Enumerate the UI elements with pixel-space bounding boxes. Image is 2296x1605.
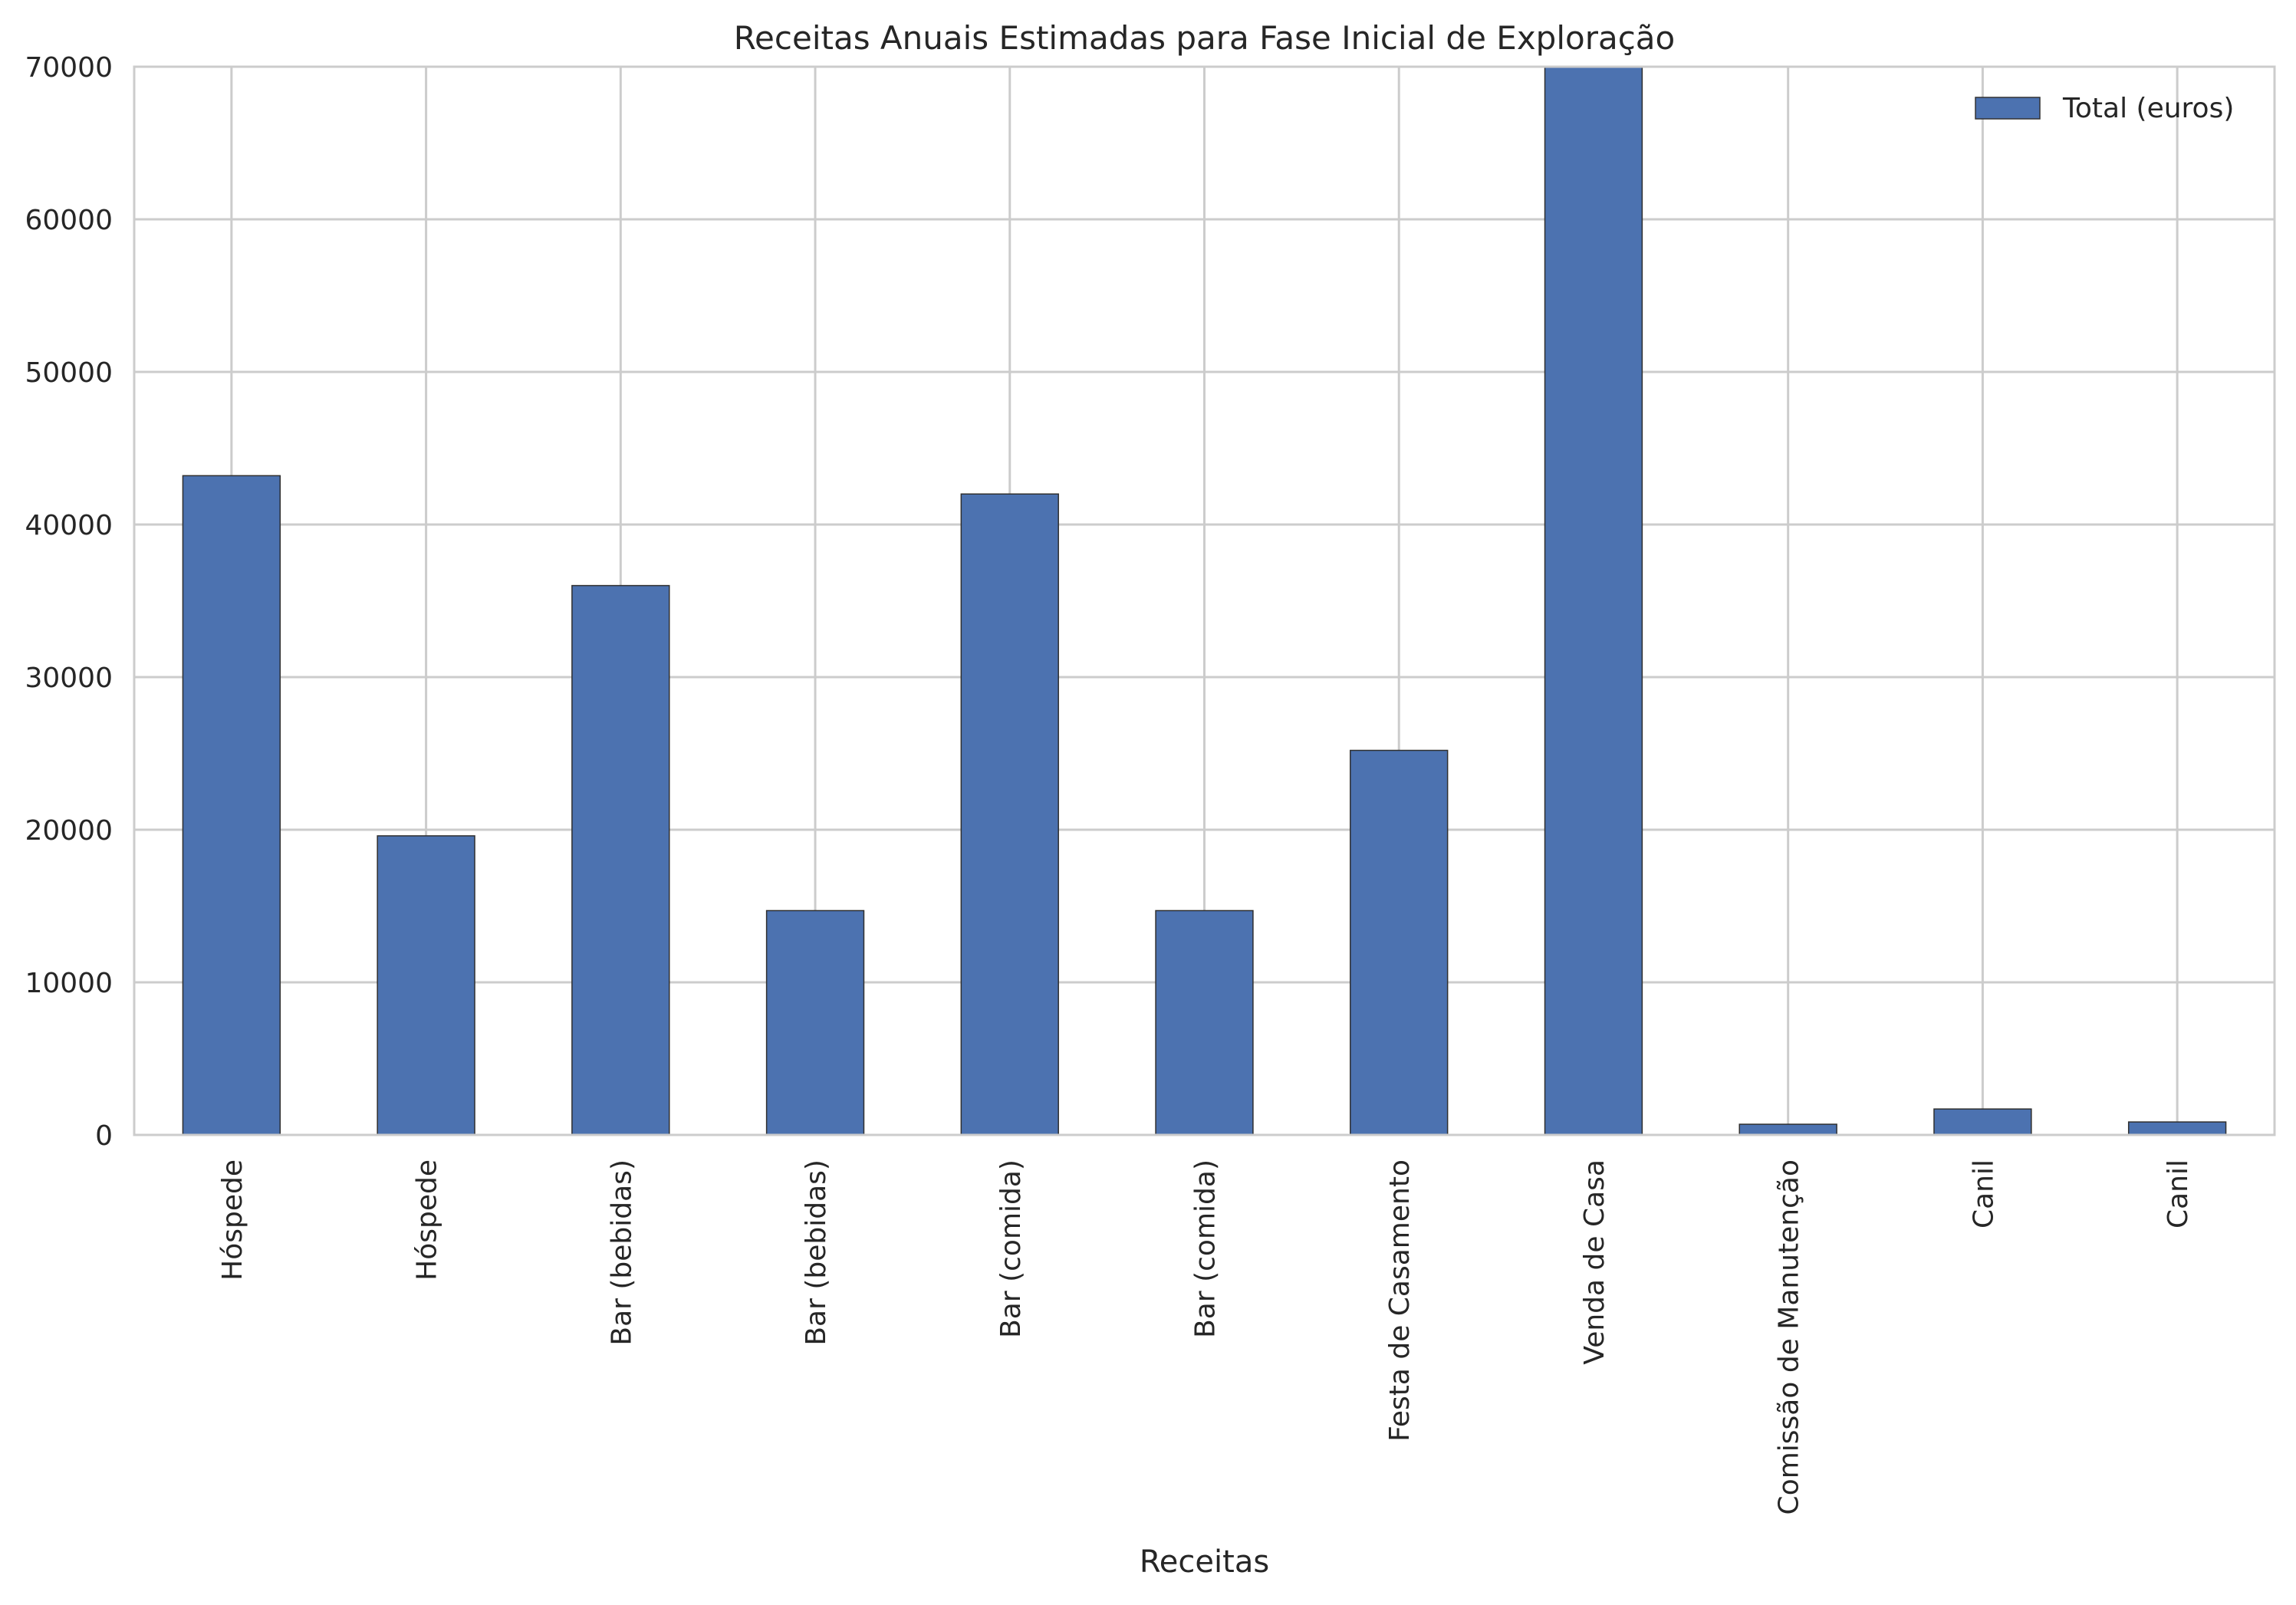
- y-tick-label: 40000: [25, 510, 113, 541]
- bar: [1350, 749, 1449, 1136]
- x-tick-label: Festa de Casamento: [1384, 1159, 1416, 1442]
- y-tick-label: 30000: [25, 663, 113, 694]
- legend: Total (euros): [1975, 93, 2234, 124]
- bar: [571, 584, 670, 1136]
- bars: [182, 66, 2227, 1136]
- y-tick-label: 70000: [25, 52, 113, 84]
- bar: [2127, 1121, 2227, 1136]
- x-tick-label: Bar (comida): [1190, 1159, 1222, 1338]
- bar: [960, 493, 1059, 1136]
- x-tick-label: Hóspede: [217, 1159, 248, 1281]
- x-tick-label: Canil: [2163, 1159, 2194, 1228]
- x-tick-label: Venda de Casa: [1579, 1159, 1610, 1365]
- bar: [1544, 66, 1643, 1136]
- x-tick-label: Comissão de Manutenção: [1774, 1159, 1805, 1515]
- x-axis-label: Receitas: [1140, 1544, 1269, 1580]
- y-tick-label: 50000: [25, 357, 113, 389]
- tick-labels: 0 10000 20000 30000 40000 50000 60000 70000 Hósp…: [25, 52, 2194, 1515]
- plot-frame: [133, 65, 2276, 1136]
- bar: [377, 835, 475, 1136]
- y-tick-label: 0: [95, 1120, 113, 1152]
- bar: [182, 475, 281, 1136]
- x-tick-label: Bar (comida): [995, 1159, 1027, 1338]
- bar: [1738, 1123, 1837, 1136]
- x-tick-label: Hóspede: [412, 1159, 443, 1281]
- bar: [1155, 909, 1254, 1136]
- x-tick-label: Bar (bebidas): [801, 1159, 832, 1346]
- y-tick-label: 60000: [25, 205, 113, 236]
- bar: [1933, 1108, 2032, 1136]
- x-tick-label: Canil: [1968, 1159, 1999, 1228]
- legend-label: Total (euros): [2062, 93, 2234, 124]
- chart-title: Receitas Anuais Estimadas para Fase Inic…: [734, 19, 1675, 57]
- legend-swatch: [1975, 97, 2041, 120]
- y-tick-label: 20000: [25, 815, 113, 847]
- x-tick-label: Bar (bebidas): [606, 1159, 637, 1346]
- bar: [765, 909, 865, 1136]
- y-tick-label: 10000: [25, 968, 113, 999]
